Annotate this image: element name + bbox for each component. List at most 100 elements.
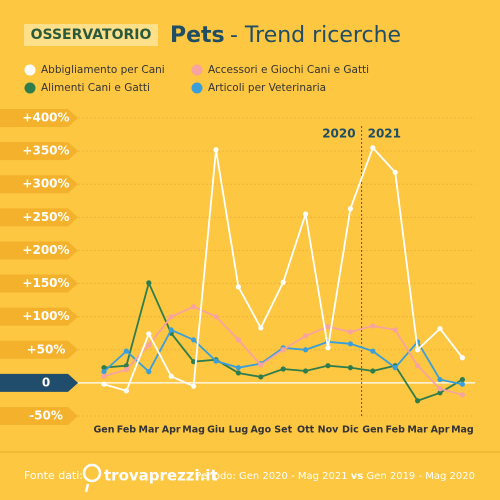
data-point — [437, 325, 443, 332]
data-point — [303, 211, 309, 217]
data-point — [213, 147, 219, 153]
y-tick-label: +50% — [27, 342, 66, 356]
data-point — [101, 369, 107, 375]
data-point — [235, 284, 241, 290]
source: trovaprezzi.it — [104, 467, 218, 485]
data-point — [101, 365, 107, 371]
data-point — [303, 333, 309, 339]
y-tick-tab — [0, 373, 78, 392]
x-tick-label: Apr — [431, 425, 450, 436]
x-tick-label: Apr — [162, 425, 181, 436]
data-point — [123, 367, 129, 373]
legend-swatch — [191, 82, 203, 94]
data-point — [280, 347, 286, 353]
y-tick-label: +200% — [22, 243, 69, 257]
y-tick-tab — [0, 109, 78, 127]
data-point — [303, 347, 309, 353]
data-point — [258, 325, 264, 331]
legend-label: Abbigliamento per Cani — [41, 64, 165, 76]
logo-icon — [84, 483, 90, 493]
y-tick-tab — [0, 340, 78, 359]
annotation: 2020 — [322, 127, 355, 141]
y-tick-tab — [0, 307, 78, 326]
data-point — [370, 348, 376, 354]
data-point — [392, 327, 398, 333]
logo-icon — [82, 463, 102, 483]
data-point — [459, 381, 465, 387]
y-tick-label: 0 — [42, 375, 50, 389]
y-tick-tab — [0, 142, 78, 161]
y-tick-label: +300% — [22, 177, 69, 191]
y-tick-tab — [0, 208, 78, 227]
data-point — [325, 324, 331, 330]
annotation: 2021 — [368, 127, 401, 141]
data-point — [370, 145, 376, 151]
data-point — [459, 355, 465, 361]
y-tick-label: +400% — [22, 111, 69, 125]
y-tick-label: +150% — [22, 276, 69, 290]
data-point — [437, 376, 443, 383]
y-tick-tab — [0, 175, 78, 194]
legend-swatch — [191, 64, 203, 76]
x-tick-label: Feb — [386, 425, 406, 436]
y-tick-tab — [0, 407, 78, 425]
y-tick-label: +350% — [22, 144, 69, 158]
data-point — [347, 365, 353, 371]
data-point — [123, 348, 129, 354]
data-point — [415, 347, 421, 353]
legend-swatch — [24, 82, 36, 94]
data-point — [101, 373, 107, 379]
data-point — [370, 323, 376, 329]
badge: OSSERVATORIO — [31, 27, 152, 43]
data-point — [258, 362, 264, 368]
data-point — [146, 280, 152, 286]
data-point — [437, 390, 443, 396]
x-tick-label: Mag — [182, 425, 205, 436]
x-tick-label: Nov — [318, 425, 339, 436]
x-tick-label: Mar — [139, 425, 160, 436]
y-tick-label: -50% — [29, 409, 63, 423]
x-tick-label: Ott — [297, 425, 315, 436]
legend-label: Accessori e Giochi Cani e Gatti — [208, 64, 369, 76]
period: Periodo: Gen 2020 - Mag 2021 vs Gen 2019… — [195, 471, 475, 482]
data-point — [325, 363, 331, 369]
data-point — [392, 169, 398, 175]
x-tick-label: Lug — [229, 425, 249, 436]
data-point — [347, 329, 353, 335]
x-tick-label: Giu — [207, 425, 225, 436]
data-point — [459, 392, 465, 398]
x-tick-label: Mar — [407, 425, 428, 436]
legend-label: Alimenti Cani e Gatti — [41, 82, 150, 94]
legend-label: Articoli per Veterinaria — [208, 82, 326, 94]
data-point — [459, 376, 465, 383]
source-label: Fonte dati: — [24, 469, 83, 482]
x-tick-label: Mag — [451, 425, 474, 436]
data-point — [392, 365, 398, 371]
x-tick-label: Feb — [117, 425, 137, 436]
y-tick-tab — [0, 274, 78, 293]
series-line — [103, 328, 463, 386]
data-point — [168, 327, 174, 333]
data-point — [168, 373, 174, 379]
legend-swatch — [24, 64, 36, 76]
data-point — [168, 314, 174, 320]
data-point — [325, 345, 331, 351]
y-tick-label: +250% — [22, 210, 69, 224]
period-vs: vs — [351, 471, 364, 482]
data-point — [191, 304, 197, 310]
data-point — [235, 337, 241, 343]
data-point — [415, 398, 421, 404]
data-point — [437, 386, 443, 392]
data-point — [347, 341, 353, 347]
x-tick-label: Set — [274, 425, 292, 436]
chart-title: Pets — [170, 23, 225, 48]
data-point — [213, 314, 219, 320]
data-point — [146, 331, 152, 337]
x-tick-label: Dic — [342, 425, 359, 436]
data-point — [235, 370, 241, 376]
x-tick-label: Gen — [93, 425, 114, 436]
data-point — [347, 206, 353, 212]
data-point — [280, 366, 286, 372]
data-point — [235, 365, 241, 371]
chart-subtitle: - Trend ricerche — [230, 23, 401, 48]
